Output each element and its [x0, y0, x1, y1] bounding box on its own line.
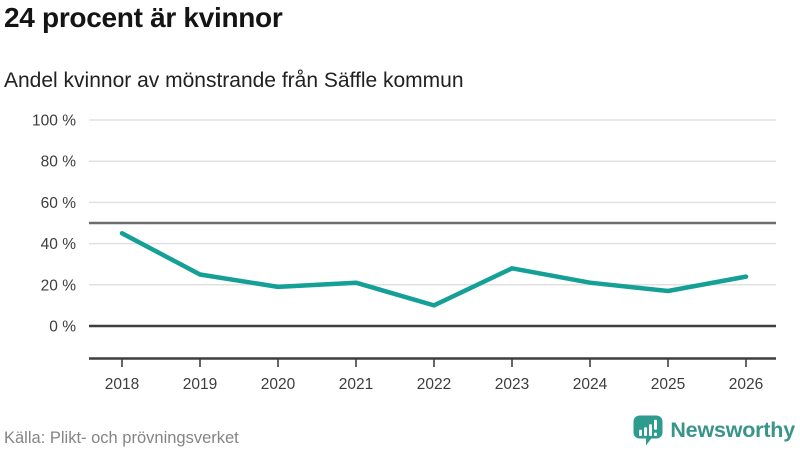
svg-text:2022: 2022: [417, 376, 451, 393]
svg-text:40 %: 40 %: [41, 236, 77, 253]
svg-text:100 %: 100 %: [32, 113, 76, 130]
svg-text:80 %: 80 %: [41, 154, 77, 171]
bar-chart-glyph: [639, 419, 658, 436]
y-axis-labels: 0 % 20 % 40 % 60 % 80 % 100 %: [32, 113, 76, 336]
svg-text:2021: 2021: [339, 376, 373, 393]
data-line: [119, 231, 749, 308]
svg-text:20 %: 20 %: [41, 277, 77, 294]
chart-title: 24 procent är kvinnor: [4, 2, 283, 33]
svg-text:2025: 2025: [651, 376, 685, 393]
svg-text:0 %: 0 %: [49, 319, 76, 336]
svg-text:60 %: 60 %: [41, 195, 77, 212]
x-axis: [89, 357, 776, 367]
svg-text:2018: 2018: [105, 376, 139, 393]
svg-text:2026: 2026: [729, 376, 763, 393]
newsworthy-icon: [633, 415, 663, 446]
gridlines: [89, 119, 776, 328]
newsworthy-wordmark: Newsworthy: [670, 418, 795, 442]
svg-text:2020: 2020: [261, 376, 296, 393]
speech-bubble-shape: [633, 415, 663, 446]
svg-text:2024: 2024: [573, 376, 608, 393]
svg-text:2019: 2019: [183, 376, 217, 393]
svg-text:2023: 2023: [495, 376, 529, 393]
chart-subtitle: Andel kvinnor av mönstrande från Säffle …: [4, 69, 464, 92]
source-text: Källa: Plikt- och prövningsverket: [4, 429, 239, 447]
x-axis-labels: 2018 2019 2020 2021 2022 2023 2024 2025 2026: [105, 376, 763, 393]
newsworthy-logo: Newsworthy: [633, 415, 795, 446]
